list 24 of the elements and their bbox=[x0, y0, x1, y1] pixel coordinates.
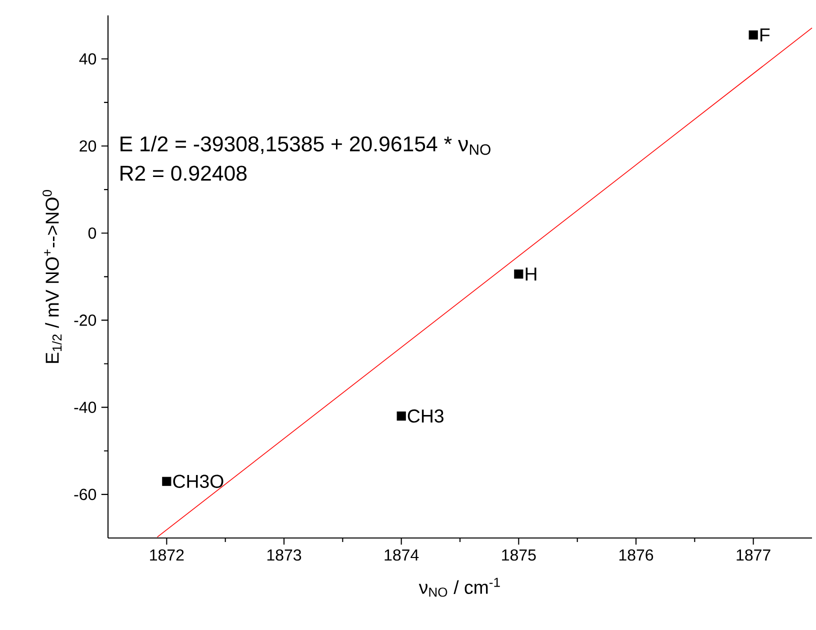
y-tick-label: -60 bbox=[74, 488, 96, 500]
y-axis-title: E$_{1/2}$ / mV NO$^{+}$-->NO$^{0}$ bbox=[42, 190, 62, 363]
annotation: CH3 bbox=[408, 409, 444, 423]
x-tick-label: 1874 bbox=[384, 549, 419, 561]
point bbox=[748, 30, 758, 40]
annotation: F bbox=[760, 28, 770, 42]
annotation: H bbox=[526, 268, 536, 280]
y-tick-label: -40 bbox=[74, 402, 96, 413]
point bbox=[514, 270, 524, 279]
y-tick-label: 0 bbox=[88, 227, 96, 239]
y-tick-label: 20 bbox=[80, 140, 96, 152]
y-tick-label: 40 bbox=[79, 53, 96, 65]
x-axis-title: ν$_{NO}$ / cm$^{-1}$ bbox=[418, 578, 500, 597]
annotation: R2 = 0.92408 bbox=[120, 166, 247, 181]
annotation: E 1/2 = -39308,15385 + 20.96154 * ν$_{NO}$ bbox=[120, 136, 490, 155]
x-tick-label: 1877 bbox=[736, 549, 770, 561]
point bbox=[162, 476, 172, 486]
annotation: CH3O bbox=[173, 474, 224, 488]
x-tick-label: 1873 bbox=[267, 549, 302, 561]
x-tick-label: 1875 bbox=[502, 549, 536, 561]
y-tick-label: -20 bbox=[74, 314, 96, 326]
x-tick-label: 1872 bbox=[150, 549, 184, 561]
point bbox=[396, 411, 406, 421]
x-tick-label: 1876 bbox=[619, 549, 654, 561]
